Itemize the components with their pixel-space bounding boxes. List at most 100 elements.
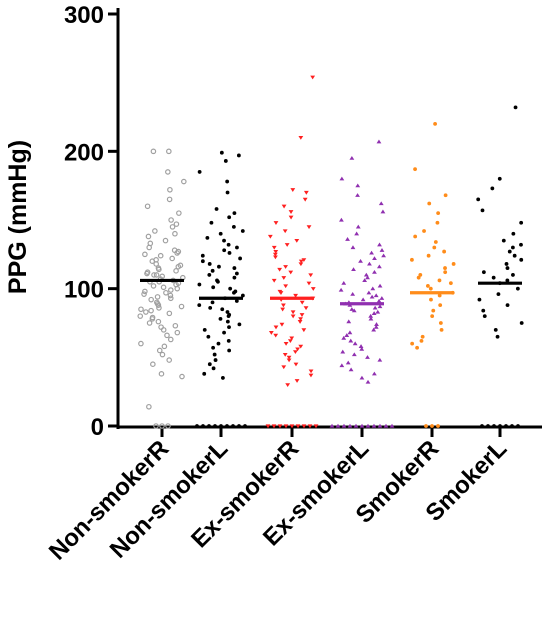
data-point	[360, 297, 366, 302]
data-point	[368, 313, 374, 318]
data-point	[172, 322, 179, 329]
data-point	[286, 358, 292, 363]
data-point	[283, 424, 289, 429]
data-point	[353, 423, 359, 428]
data-point	[310, 75, 316, 80]
data-point	[287, 339, 293, 344]
data-point	[497, 176, 502, 181]
data-point	[435, 220, 440, 225]
data-point	[306, 281, 312, 286]
data-point	[426, 253, 431, 258]
data-point	[150, 361, 156, 368]
data-point	[218, 231, 223, 236]
data-point	[299, 300, 305, 305]
data-point	[345, 237, 350, 241]
data-point	[226, 242, 231, 247]
data-point	[150, 283, 157, 289]
data-point	[232, 290, 236, 295]
data-point	[346, 319, 352, 324]
data-point	[281, 365, 287, 370]
data-point	[437, 293, 442, 298]
data-point	[231, 424, 235, 428]
data-point	[209, 220, 214, 225]
data-point	[166, 310, 173, 317]
data-point	[439, 327, 444, 332]
data-point	[507, 249, 512, 254]
data-point	[370, 286, 376, 291]
data-point	[347, 423, 353, 428]
data-point	[365, 423, 371, 428]
data-point	[273, 333, 279, 338]
data-point	[501, 238, 506, 243]
data-point	[496, 292, 501, 297]
data-point	[216, 279, 220, 284]
data-point	[175, 263, 182, 270]
data-point	[308, 369, 314, 374]
data-point	[142, 288, 148, 295]
data-point	[383, 423, 389, 428]
data-point	[157, 252, 164, 259]
data-point	[365, 355, 370, 359]
data-point	[298, 317, 303, 322]
data-point	[219, 150, 224, 155]
data-point	[231, 224, 236, 229]
data-point	[389, 423, 395, 428]
data-point	[234, 271, 239, 276]
data-point	[413, 234, 418, 239]
data-point	[303, 190, 309, 195]
data-point	[371, 423, 377, 428]
data-point	[156, 305, 162, 311]
data-point	[214, 207, 219, 211]
data-point	[167, 186, 173, 193]
data-point	[338, 287, 344, 292]
data-point	[232, 211, 237, 216]
data-point	[504, 262, 509, 266]
data-point	[519, 220, 524, 225]
data-point	[351, 352, 357, 357]
data-point	[137, 313, 144, 319]
data-point	[498, 424, 502, 428]
data-point	[282, 352, 288, 357]
data-point	[431, 308, 436, 313]
data-point	[355, 224, 361, 229]
data-point	[438, 321, 443, 325]
data-point	[173, 221, 180, 227]
data-point	[222, 330, 226, 335]
data-point	[200, 259, 205, 264]
data-point	[271, 278, 277, 283]
data-point	[240, 293, 245, 298]
data-point	[240, 229, 245, 233]
data-point	[222, 248, 227, 253]
data-point	[381, 253, 386, 258]
data-point	[206, 334, 211, 339]
data-point	[359, 375, 365, 380]
data-point	[351, 308, 357, 313]
data-point	[218, 316, 223, 321]
data-point	[283, 265, 288, 269]
data-point	[207, 262, 212, 266]
data-point	[372, 269, 377, 274]
data-point	[155, 318, 162, 325]
data-point	[167, 336, 174, 343]
data-point	[365, 379, 371, 384]
data-point	[443, 270, 448, 275]
data-point	[301, 328, 307, 333]
data-point	[216, 341, 221, 346]
data-point	[207, 424, 211, 428]
data-point	[265, 424, 271, 429]
data-point	[173, 268, 179, 274]
data-point	[437, 278, 442, 283]
data-point	[228, 286, 233, 291]
data-point	[481, 270, 486, 275]
data-point	[226, 314, 231, 319]
data-point	[371, 371, 377, 376]
data-point	[237, 424, 241, 428]
data-point	[425, 284, 430, 288]
data-point	[347, 330, 353, 335]
data-point	[519, 321, 524, 325]
data-point	[308, 273, 314, 278]
data-point	[442, 249, 447, 254]
data-point	[288, 215, 294, 220]
data-point	[288, 270, 294, 275]
data-point	[301, 424, 307, 429]
